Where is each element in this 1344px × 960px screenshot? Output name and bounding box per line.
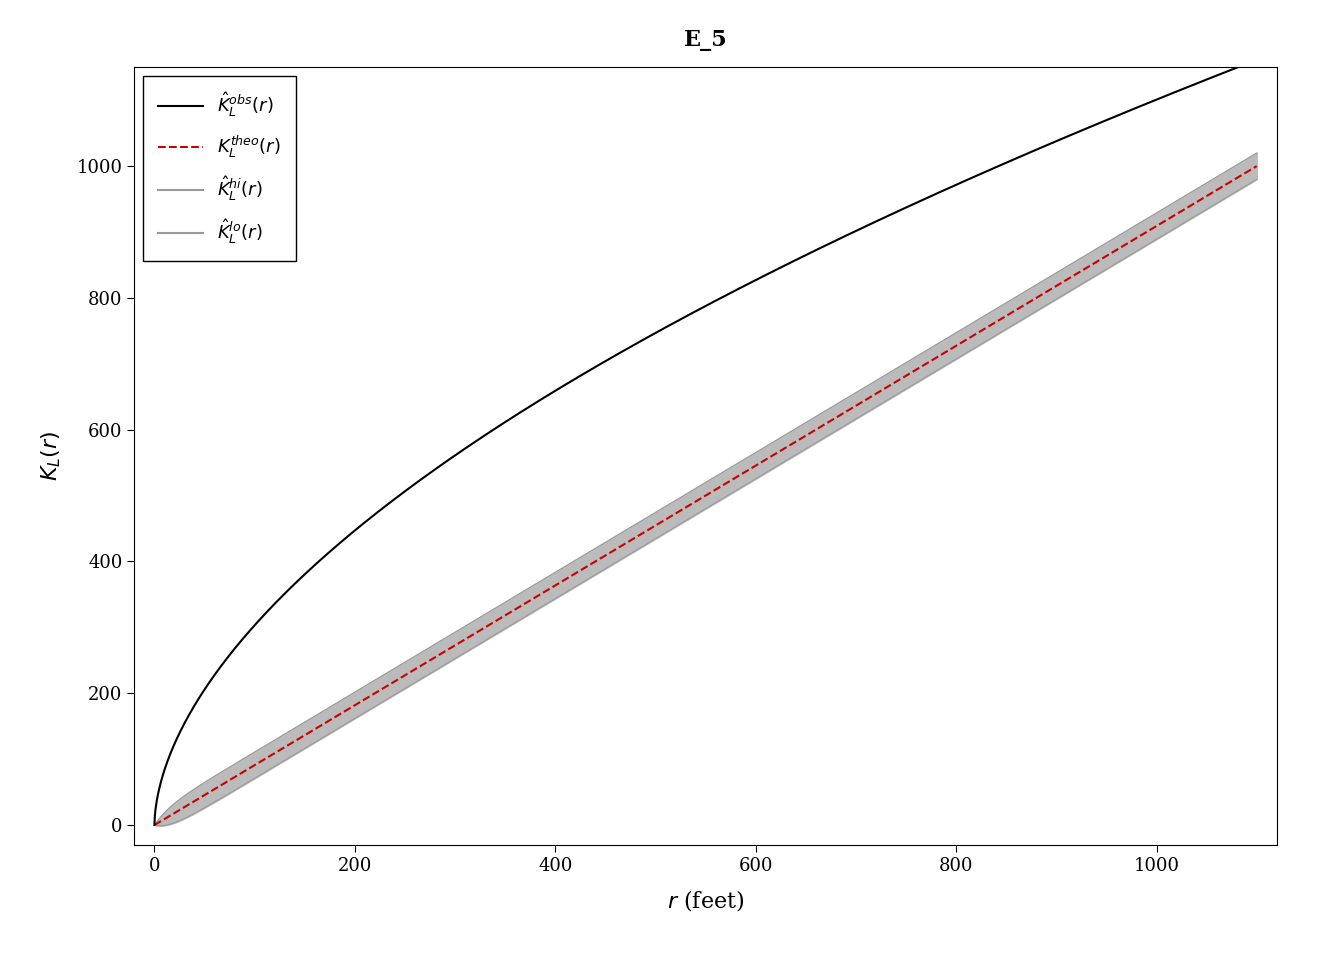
Title: E_5: E_5 (684, 30, 727, 52)
Y-axis label: $K_L(r)$: $K_L(r)$ (39, 431, 63, 481)
Legend: $\hat{K}_L^{obs}(r)$, $K_L^{theo}(r)$, $\hat{K}_L^{hi}(r)$, $\hat{K}_L^{lo}(r)$: $\hat{K}_L^{obs}(r)$, $K_L^{theo}(r)$, $… (144, 76, 296, 261)
X-axis label: $r$ (feet): $r$ (feet) (667, 889, 745, 914)
